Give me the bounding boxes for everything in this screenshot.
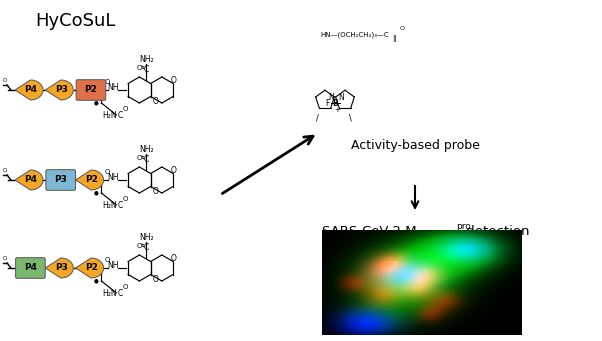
Text: P4: P4 <box>25 86 37 94</box>
Text: C: C <box>118 201 123 209</box>
Text: H₂N: H₂N <box>102 288 116 297</box>
Text: B: B <box>332 100 338 108</box>
Text: /: / <box>315 114 318 122</box>
Text: ●: ● <box>94 191 99 195</box>
Text: O: O <box>3 78 7 84</box>
Text: O: O <box>137 243 142 249</box>
Text: NH: NH <box>108 174 119 182</box>
Text: F: F <box>325 100 329 108</box>
Polygon shape <box>15 80 43 100</box>
Text: NH: NH <box>108 262 119 270</box>
Text: NH: NH <box>108 84 119 92</box>
Text: N: N <box>338 92 344 102</box>
Text: P2: P2 <box>84 86 98 94</box>
Text: NH₂: NH₂ <box>139 146 154 154</box>
Polygon shape <box>15 170 43 190</box>
Text: HN—(OCH₂CH₂)₃—C: HN—(OCH₂CH₂)₃—C <box>320 32 389 38</box>
Text: P4: P4 <box>24 264 37 272</box>
Text: O: O <box>105 257 110 263</box>
Text: O: O <box>171 166 176 175</box>
Text: ●: ● <box>94 279 99 283</box>
Text: O: O <box>105 169 110 175</box>
Text: N: N <box>328 92 334 102</box>
Polygon shape <box>45 80 73 100</box>
Text: +: + <box>334 107 340 113</box>
Text: O: O <box>137 65 142 71</box>
Text: C: C <box>144 64 149 74</box>
Text: HyCoSuL: HyCoSuL <box>35 12 115 30</box>
Text: NH₂: NH₂ <box>139 234 154 242</box>
Text: O: O <box>123 284 128 290</box>
Text: O: O <box>3 168 7 174</box>
Text: C: C <box>118 110 123 119</box>
Text: O: O <box>123 196 128 202</box>
Text: P2: P2 <box>85 264 98 272</box>
Text: O: O <box>3 256 7 262</box>
Text: C: C <box>144 242 149 252</box>
Text: ●: ● <box>94 101 99 105</box>
Polygon shape <box>76 258 104 278</box>
Text: Activity-based probe: Activity-based probe <box>350 138 479 151</box>
Text: P2: P2 <box>85 176 98 184</box>
Text: O: O <box>152 187 158 196</box>
Text: O: O <box>171 76 176 85</box>
Text: ‖: ‖ <box>392 35 396 43</box>
Text: SARS-CoV-2 M: SARS-CoV-2 M <box>322 225 417 238</box>
Text: P3: P3 <box>55 264 67 272</box>
Text: P3: P3 <box>54 176 67 184</box>
FancyBboxPatch shape <box>16 258 45 278</box>
Polygon shape <box>45 258 73 278</box>
Text: O: O <box>171 254 176 263</box>
Text: C: C <box>144 154 149 163</box>
FancyBboxPatch shape <box>76 80 106 100</box>
Text: O: O <box>105 79 110 85</box>
Text: NH₂: NH₂ <box>139 56 154 64</box>
Polygon shape <box>76 170 104 190</box>
Text: O: O <box>137 155 142 161</box>
Text: pro: pro <box>456 222 471 231</box>
Text: O: O <box>123 106 128 112</box>
Text: detection: detection <box>462 225 530 238</box>
Text: \: \ <box>349 114 352 122</box>
Text: H₂N: H₂N <box>102 201 116 209</box>
Text: O: O <box>400 27 405 31</box>
Text: P3: P3 <box>55 86 67 94</box>
Text: O: O <box>152 97 158 106</box>
Text: H₂N: H₂N <box>102 110 116 119</box>
Text: C: C <box>118 288 123 297</box>
Text: P4: P4 <box>25 176 37 184</box>
FancyBboxPatch shape <box>46 170 75 190</box>
Text: O: O <box>152 275 158 284</box>
